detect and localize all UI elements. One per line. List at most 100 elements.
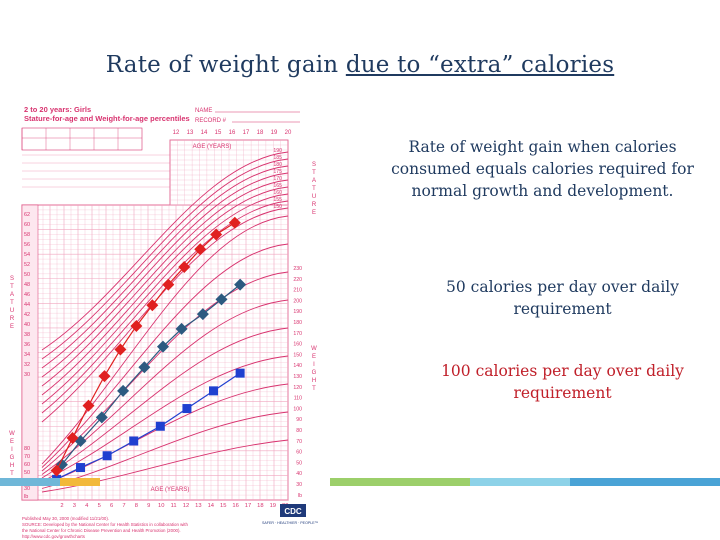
left-stature-tick: 40: [24, 322, 30, 328]
side-stature-letter: T: [312, 170, 316, 176]
left-stature-tick: 58: [24, 232, 30, 238]
top-age-tick: 15: [215, 130, 222, 136]
left-stature-tick: 30: [24, 372, 30, 378]
right-weight-tick: 60: [296, 450, 302, 456]
stature-percentile-curve: [41, 151, 289, 351]
right-stature-tick: 180: [273, 162, 282, 168]
right-weight-tick: 100: [293, 406, 302, 412]
left-stature-tick: 44: [24, 302, 30, 308]
right-weight-tick: 30: [296, 482, 302, 488]
slide-title-prefix: Rate of weight gain: [105, 52, 346, 78]
normal-series-marker: [129, 436, 139, 446]
bottom-age-tick: 2: [60, 503, 63, 509]
side-weight-letter-left: W: [9, 431, 15, 437]
stature-percentile-curve: [41, 172, 289, 378]
bottom-age-tick: 18: [257, 503, 263, 509]
chart-record-label: RECORD #: [195, 118, 227, 124]
left-stature-tick: 50: [24, 272, 30, 278]
side-weight-letter-left: G: [10, 455, 15, 461]
top-age-tick: 20: [285, 130, 292, 136]
side-weight-letter: H: [312, 378, 316, 384]
left-stature-tick: 38: [24, 332, 30, 338]
strip-segment: [330, 478, 470, 486]
weight-percentile-curve: [41, 243, 289, 468]
right-weight-tick: 210: [293, 288, 302, 294]
normal-series-marker: [182, 404, 192, 414]
stature-percentile-curve: [41, 158, 289, 360]
plus50-series-marker: [196, 308, 209, 321]
weight-percentile-curve: [41, 383, 289, 486]
plus50-series-marker: [138, 361, 151, 374]
right-stature-tick: 165: [273, 183, 282, 189]
side-weight-letter: E: [312, 354, 316, 360]
right-stature-tick: 170: [273, 176, 282, 182]
left-stature-tick: 60: [24, 222, 30, 228]
side-stature-letter: S: [312, 162, 316, 168]
strip-segment: [570, 478, 720, 486]
side-weight-letter-left: E: [10, 439, 14, 445]
side-stature-letter: A: [312, 178, 316, 184]
top-age-tick: 17: [243, 130, 250, 136]
top-age-axis-title: AGE (YEARS): [193, 144, 232, 150]
plus100-series-marker: [228, 216, 241, 229]
top-age-tick: 14: [201, 130, 208, 136]
left-stature-tick: 56: [24, 242, 30, 248]
cdc-tagline: SAFER · HEALTHIER · PEOPLE™: [262, 521, 318, 525]
left-stature-tick: 42: [24, 312, 30, 318]
chart-footer-url: http://www.cdc.gov/growthcharts: [22, 534, 86, 539]
side-stature-letter: T: [312, 186, 316, 192]
bottom-age-tick: 12: [183, 503, 189, 509]
right-weight-tick: 90: [296, 417, 302, 423]
left-weight-tick: 50: [24, 470, 30, 476]
bottom-age-tick: 5: [98, 503, 101, 509]
bottom-age-tick: 3: [73, 503, 76, 509]
left-weight-tick: 60: [24, 462, 30, 468]
left-stature-tick: 52: [24, 262, 30, 268]
left-stature-tick: 48: [24, 282, 30, 288]
plus100-series-marker: [178, 260, 191, 273]
stature-percentile-curve: [41, 207, 289, 423]
right-stature-tick: 185: [273, 155, 282, 161]
left-stature-tick: 46: [24, 292, 30, 298]
weight-percentile-curve: [41, 327, 289, 479]
side-stature-letter-left: R: [10, 316, 15, 322]
right-weight-tick: 140: [293, 363, 302, 369]
right-weight-tick: 170: [293, 331, 302, 337]
plus100-series-marker: [130, 319, 143, 332]
right-weight-tick: 80: [296, 428, 302, 434]
right-weight-tick: 160: [293, 342, 302, 348]
plus100-series-marker: [50, 464, 63, 477]
right-weight-tick: lb: [298, 493, 302, 499]
weight-percentile-curve: [41, 439, 289, 493]
bottom-age-tick: 4: [85, 503, 89, 509]
normal-gain-label: Rate of weight gain when calories consum…: [391, 138, 694, 200]
chart-footer-source2: the National Center for Chronic Disease …: [22, 528, 181, 533]
chart-footer-published: Published May 30, 2000 (modified 11/21/0…: [22, 516, 109, 521]
bottom-age-tick: 14: [208, 503, 215, 509]
plus100-gain-label: 100 calories per day over daily requirem…: [441, 362, 684, 402]
right-stature-tick: 150: [273, 204, 282, 210]
weight-percentile-curve: [41, 355, 289, 482]
strip-segment: [60, 478, 100, 486]
left-weight-tick: 70: [24, 454, 30, 460]
top-age-tick: 12: [173, 130, 180, 136]
right-weight-tick: 40: [296, 471, 302, 477]
plus50-series-marker: [95, 411, 108, 424]
side-stature-letter-left: A: [10, 292, 14, 298]
plus50-series-marker: [117, 384, 130, 397]
plus50-gain-label: 50 calories per day over daily requireme…: [446, 278, 679, 318]
right-weight-tick: 110: [294, 396, 302, 402]
right-stature-tick: 155: [273, 197, 282, 203]
top-age-tick: 16: [229, 130, 236, 136]
side-weight-letter: T: [312, 386, 316, 392]
chart-heading-line1: 2 to 20 years: Girls: [24, 105, 91, 114]
plus100-series-marker: [82, 399, 95, 412]
bottom-age-tick: 13: [195, 503, 201, 509]
right-stature-tick: 175: [273, 169, 282, 175]
strip-segment: [470, 478, 570, 486]
normal-series-marker: [102, 451, 112, 461]
slide-title: Rate of weight gain due to “extra” calor…: [0, 52, 720, 78]
weight-percentile-curve: [41, 215, 289, 465]
right-weight-tick: 220: [293, 277, 302, 283]
normal-series-marker: [155, 421, 165, 431]
